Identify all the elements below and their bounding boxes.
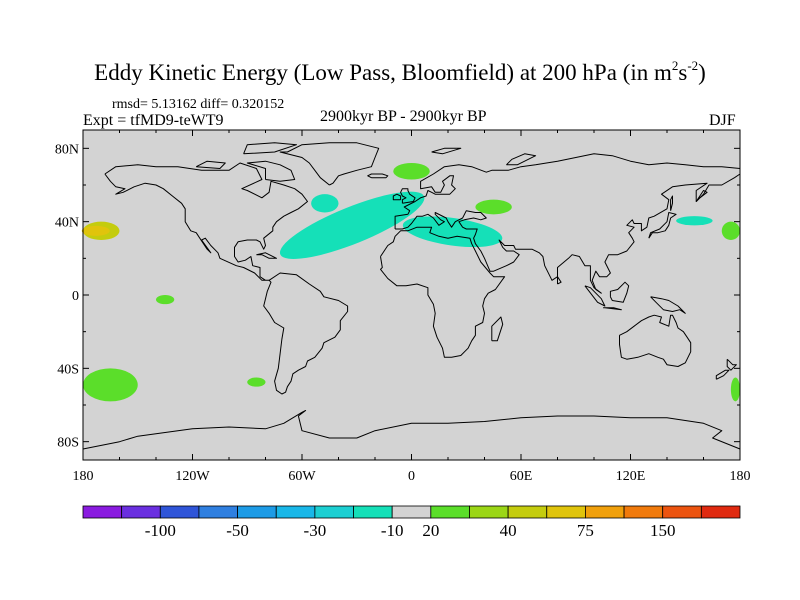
colorbar-label: -50 — [226, 521, 249, 540]
region-north-pacific-east — [721, 221, 740, 240]
coastline-eurasia — [394, 153, 741, 294]
coastline-novaya-zemlya — [506, 153, 537, 166]
colorbar-label: 20 — [422, 521, 439, 540]
region-tropical-east-pacific — [156, 295, 175, 305]
colorbar-box-11 — [507, 505, 548, 519]
x-tick-label: 120W — [175, 469, 210, 484]
coastline-sakhalin — [670, 195, 673, 211]
coastline-australia — [619, 314, 692, 367]
colorbar-box-16 — [700, 505, 741, 519]
coastline-cuba — [256, 252, 277, 259]
region-mediterranean-band — [402, 216, 503, 248]
colorbar-box-5 — [275, 505, 316, 519]
colorbar-label: -100 — [145, 521, 176, 540]
region-norwegian-sea-patch — [393, 163, 430, 180]
region-north-atlantic-storm-track — [279, 191, 425, 259]
coastline-great-britain — [400, 188, 416, 204]
colorbar-box-10 — [469, 505, 509, 519]
colorbar-box-2 — [159, 505, 200, 519]
coastline-greenland — [279, 142, 380, 186]
coastline-ireland — [392, 193, 402, 201]
coastline-ellesmere-island — [243, 142, 297, 155]
coastline-africa — [380, 226, 506, 358]
colorbar-label: 40 — [500, 521, 517, 540]
coastline-south-america — [263, 272, 349, 395]
colorbar-box-9 — [430, 505, 470, 519]
colorbar-box-15 — [662, 505, 702, 519]
colorbar-box-14 — [623, 505, 664, 519]
units-exponent-m: 2 — [671, 58, 679, 73]
colorbar-box-13 — [585, 505, 625, 519]
coastline-new-zealand-north — [726, 358, 737, 371]
y-tick-label: 40N — [55, 216, 79, 231]
coastline-borneo — [609, 281, 630, 303]
colorbar-box-6 — [314, 505, 354, 519]
colorbar-box-3 — [198, 505, 238, 519]
experiment-label: Expt = tfMD9-teWT9 — [83, 112, 224, 129]
chart-title: Eddy Kinetic Energy (Low Pass, Bloomfiel… — [0, 58, 800, 86]
stats-text: rmsd= 5.13162 diff= 0.320152 — [112, 97, 285, 112]
coastline-north-america — [104, 162, 308, 281]
coastline-java — [603, 307, 622, 311]
y-tick-label: 0 — [72, 289, 79, 304]
coastline-madagascar — [491, 316, 504, 342]
colorbar-box-4 — [237, 505, 277, 519]
x-tick-label: 0 — [408, 469, 415, 484]
colorbar-box-1 — [121, 505, 161, 519]
x-tick-label: 120E — [616, 469, 646, 484]
season-label: DJF — [709, 112, 736, 129]
colorbar-box-0 — [82, 505, 123, 519]
chart-title-close: ) — [698, 60, 706, 85]
coastline-antarctica — [82, 410, 741, 450]
region-labrador-sea-patch — [311, 194, 339, 213]
chart-title-text: Eddy Kinetic Energy (Low Pass, Bloomfiel… — [94, 60, 672, 85]
x-tick-label: 60W — [288, 469, 316, 484]
y-tick-label: 80N — [55, 142, 79, 157]
coastline-svalbard — [431, 147, 462, 155]
colorbar-box-12 — [546, 505, 586, 519]
coastline-sumatra — [584, 285, 606, 307]
coastline-kamchatka-tip — [695, 190, 708, 202]
coastline-new-zealand-south — [715, 369, 730, 380]
colorbar-label: -30 — [304, 521, 327, 540]
x-tick-label: 60E — [510, 469, 533, 484]
coastline-japan — [648, 212, 677, 239]
colorbar-label: 150 — [650, 521, 676, 540]
colorbar-label: 75 — [577, 521, 594, 540]
region-central-pacific-patch — [676, 216, 713, 226]
y-tick-label: 80S — [57, 436, 79, 451]
units-exponent-s: -2 — [687, 58, 699, 73]
region-south-indian-east — [730, 377, 740, 402]
region-south-atlantic-patch — [247, 377, 266, 387]
coastline-new-guinea — [650, 296, 686, 314]
coastline-baffin-island — [246, 160, 296, 182]
y-tick-label: 40S — [57, 362, 79, 377]
colorbar-box-7 — [353, 505, 393, 519]
x-tick-label: 180 — [73, 469, 94, 484]
region-north-pacific-west-core — [81, 225, 110, 236]
region-south-pacific-west — [83, 368, 138, 402]
coastline-victoria-island — [195, 160, 226, 169]
colorbar-box-8 — [391, 505, 432, 519]
units-s: s — [678, 60, 688, 85]
coastline-iceland — [367, 173, 389, 179]
colorbar-label: -10 — [381, 521, 404, 540]
plot-background — [83, 130, 740, 460]
region-black-sea-patch — [475, 199, 512, 215]
x-tick-label: 180 — [730, 469, 751, 484]
period-label: 2900kyr BP - 2900kyr BP — [320, 108, 487, 125]
coastline-sri-lanka — [557, 276, 562, 285]
